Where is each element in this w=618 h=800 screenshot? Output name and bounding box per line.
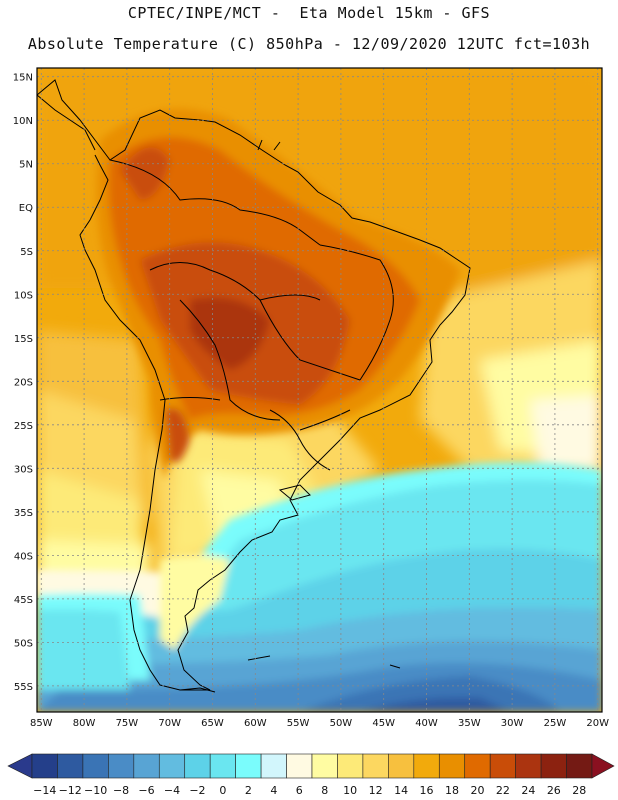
colorbar-swatch [184, 753, 211, 779]
lon-label: 75W [116, 718, 139, 729]
lon-label: 65W [201, 718, 224, 729]
lon-label: 60W [244, 718, 267, 729]
colorbar-label: 2 [245, 784, 252, 797]
colorbar-label: 16 [420, 784, 434, 797]
colorbar-label: 10 [343, 784, 357, 797]
colorbar-swatch [438, 753, 466, 779]
colorbar-swatch [57, 753, 84, 779]
lon-label: 45W [372, 718, 395, 729]
lat-label: 50S [14, 638, 33, 649]
lon-label: 30W [501, 718, 524, 729]
colorbar-swatch [388, 753, 415, 779]
colorbar-swatch [515, 753, 542, 779]
colorbar-label: 20 [470, 784, 484, 797]
lat-label: 30S [14, 464, 33, 475]
lon-label: 35W [458, 718, 481, 729]
temperature-colorbar: −14 −12 −10 −8 −6 −4 −2 0 2 4 6 8 10 12 14 16 18 20 22 24 26… [7, 753, 615, 797]
colorbar-label: −14 [33, 784, 56, 797]
lon-label: 70W [158, 718, 181, 729]
colorbar-label: 28 [572, 784, 586, 797]
colorbar-swatch [133, 753, 160, 779]
colorbar-label: 8 [321, 784, 328, 797]
colorbar-swatch [311, 753, 338, 779]
lon-label: 50W [330, 718, 353, 729]
colorbar-swatch [566, 753, 593, 779]
colorbar-swatch [209, 753, 236, 779]
latitude-labels: 15N 10N 5N EQ 5S 10S 15S 20S 25S 30S 35S 40S 45S 50S 5… [13, 73, 33, 693]
colorbar-swatch [413, 753, 440, 779]
colorbar-swatch [540, 753, 567, 779]
colorbar-label: 14 [394, 784, 408, 797]
colorbar-swatch [31, 753, 58, 779]
lat-label: 45S [14, 595, 33, 606]
colorbar-label: 24 [521, 784, 535, 797]
colorbar-label: 0 [219, 784, 226, 797]
colorbar-label: 18 [445, 784, 459, 797]
lon-label: 20W [586, 718, 609, 729]
lat-label: 15N [13, 73, 33, 84]
colorbar-swatch [489, 753, 516, 779]
colorbar-swatch [108, 753, 135, 779]
colorbar-swatch [464, 753, 491, 779]
map-title-line2: Absolute Temperature (C) 850hPa - 12/09/… [27, 35, 591, 53]
colorbar-label: −6 [138, 784, 154, 797]
colorbar-label: 4 [270, 784, 277, 797]
lat-label: 5N [19, 160, 33, 171]
colorbar-swatch [286, 753, 313, 779]
lat-lon-grid [37, 68, 602, 712]
colorbar-label: 12 [369, 784, 383, 797]
colorbar-label: −2 [189, 784, 205, 797]
colorbar-label: −4 [164, 784, 180, 797]
colorbar-swatch [82, 753, 109, 779]
colorbar-label: −10 [84, 784, 107, 797]
colorbar-swatch [158, 753, 186, 779]
lat-label: 40S [14, 551, 33, 562]
lat-label: 10S [14, 290, 33, 301]
lat-label: 55S [14, 682, 33, 693]
colorbar-swatch [235, 753, 262, 779]
colorbar-label: 26 [547, 784, 561, 797]
colorbar-under-arrow [7, 753, 33, 779]
map-title-line1: CPTEC/INPE/MCT - Eta Model 15km - GFS [127, 4, 491, 22]
colorbar-swatch [362, 753, 389, 779]
colorbar-label: 22 [496, 784, 510, 797]
lon-label: 25W [544, 718, 567, 729]
lat-label: 25S [14, 421, 33, 432]
colorbar-swatch [260, 753, 287, 779]
lat-label: 20S [14, 377, 33, 388]
lat-label: 10N [13, 116, 33, 127]
lat-label: 35S [14, 508, 33, 519]
lon-label: 55W [287, 718, 310, 729]
colorbar-label: −12 [59, 784, 82, 797]
lat-label: 5S [20, 247, 33, 258]
colorbar-over-arrow [591, 753, 615, 779]
longitude-labels: 85W 80W 75W 70W 65W 60W 55W 50W 45W 40W 35W 30W 25W 2… [30, 718, 609, 729]
lon-label: 40W [415, 718, 438, 729]
colorbar-label: −8 [113, 784, 129, 797]
lat-label: EQ [19, 203, 33, 214]
lon-label: 85W [30, 718, 53, 729]
lon-label: 80W [73, 718, 96, 729]
temperature-field [37, 68, 602, 712]
lat-label: 15S [14, 334, 33, 345]
colorbar-swatch [337, 753, 364, 779]
colorbar-label: 6 [296, 784, 303, 797]
map-frame [36, 67, 603, 713]
